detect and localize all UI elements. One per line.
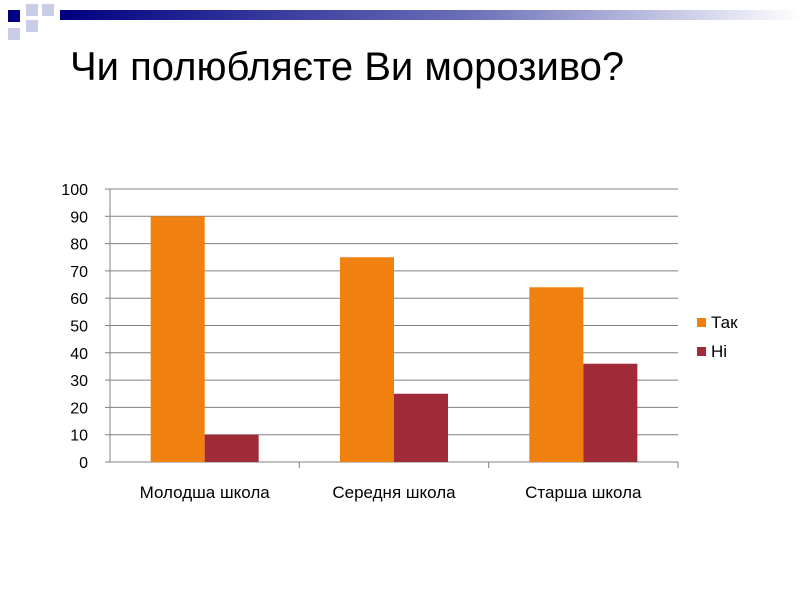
- legend-label: Ні: [711, 342, 727, 361]
- bar-yes: [340, 257, 394, 462]
- y-tick-label: 50: [70, 319, 88, 336]
- bar-no: [583, 363, 638, 462]
- x-category-label: Старша школа: [525, 483, 642, 502]
- bar-no: [394, 393, 448, 462]
- x-category-label: Середня школа: [332, 483, 456, 502]
- legend-swatch: [697, 318, 706, 327]
- header-gradient-band: [60, 10, 800, 20]
- x-category-label: Молодша школа: [140, 483, 271, 502]
- y-tick-label: 60: [70, 291, 88, 308]
- y-tick-label: 90: [70, 209, 88, 226]
- bar-yes: [529, 287, 584, 462]
- y-tick-label: 20: [70, 400, 88, 417]
- y-tick-label: 40: [70, 346, 88, 363]
- legend-label: Так: [711, 313, 738, 332]
- y-tick-label: 80: [70, 237, 88, 254]
- y-tick-label: 10: [70, 428, 88, 445]
- legend-swatch: [697, 347, 706, 356]
- bar-no: [204, 434, 259, 462]
- y-tick-label: 30: [70, 373, 88, 390]
- y-tick-label: 100: [61, 182, 88, 199]
- corner-squares-decoration: [8, 4, 54, 40]
- bar-yes: [150, 216, 205, 462]
- y-tick-label: 0: [79, 455, 88, 472]
- slide-title: Чи полюбляєте Ви морозиво?: [70, 45, 625, 89]
- y-tick-label: 70: [70, 264, 88, 281]
